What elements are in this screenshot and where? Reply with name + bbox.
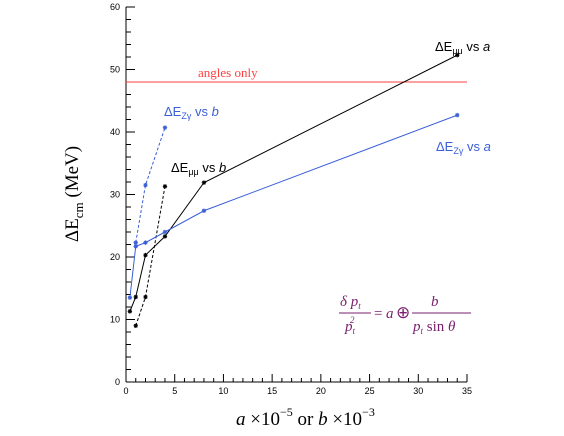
- x-tick-label: 5: [172, 386, 177, 396]
- formula-lhs-numerator: δ pt: [340, 294, 361, 311]
- data-point-emumu-vs-b: [133, 323, 138, 328]
- series-line-emumu-vs-a: [129, 54, 458, 312]
- ticks: 0 5 10 15 20 25 30 35 0 10 20 30 40 50 60: [110, 2, 472, 396]
- x-tick-label: 30: [413, 386, 423, 396]
- formula-rhs-numerator: b: [431, 294, 439, 310]
- y-tick-label: 10: [110, 315, 120, 325]
- x-axis-title: a ×10−5 or b ×10−3: [236, 405, 375, 430]
- data-point-emumu-vs-a: [455, 52, 460, 58]
- reference-line-label: angles only: [198, 65, 258, 80]
- x-tick-label: 15: [267, 386, 277, 396]
- data-point-emumu-vs-a: [201, 180, 207, 185]
- formula-rhs-denominator: pt sin θ: [412, 319, 456, 336]
- series-line-emumu-vs-b: [135, 186, 166, 326]
- x-tick-label: 25: [365, 386, 375, 396]
- y-axis-title: ΔEcm (MeV): [62, 146, 86, 242]
- data-point-emumu-vs-a: [133, 294, 138, 300]
- data-point-ezg-vs-a: [162, 229, 168, 235]
- series-line-ezg-vs-a: [129, 114, 458, 298]
- resolution-formula: δ pt pt2 = a ⊕ b pt sin θ: [339, 294, 471, 336]
- series-label-emumu-vs-a: ΔEμμ vs a: [435, 39, 490, 56]
- data-point-emumu-vs-b: [143, 294, 148, 300]
- data-point-ezg-vs-b: [133, 240, 138, 245]
- formula-a: a: [386, 306, 394, 322]
- series-line-ezg-vs-b: [135, 127, 166, 243]
- y-tick-label: 20: [110, 252, 120, 262]
- data-point-ezg-vs-a: [455, 112, 460, 118]
- data-point-ezg-vs-a: [127, 295, 133, 300]
- data-point-ezg-vs-a: [133, 244, 138, 249]
- data-point-emumu-vs-a: [143, 252, 148, 258]
- data-point-emumu-vs-a: [162, 234, 168, 239]
- x-tick-label: 0: [123, 386, 128, 396]
- series-label-ezg-vs-b: ΔEZγ vs b: [164, 104, 219, 121]
- y-tick-label: 50: [110, 65, 120, 75]
- y-tick-label: 30: [110, 190, 120, 200]
- series-label-emumu-vs-b: ΔEμμ vs b: [171, 160, 226, 177]
- formula-lhs-denominator: pt2: [344, 315, 356, 336]
- data-point-ezg-vs-b: [162, 125, 168, 130]
- formula-equals: =: [374, 306, 382, 322]
- series-label-ezg-vs-a: ΔEZγ vs a: [436, 139, 491, 156]
- y-tick-label: 40: [110, 127, 120, 137]
- data-point-emumu-vs-a: [127, 309, 133, 314]
- y-tick-label: 60: [110, 2, 120, 12]
- data-point-emumu-vs-b: [162, 184, 168, 189]
- formula-oplus: ⊕: [396, 303, 410, 322]
- x-tick-label: 20: [316, 386, 326, 396]
- x-tick-label: 10: [218, 386, 228, 396]
- data-point-ezg-vs-a: [143, 240, 148, 245]
- data-point-ezg-vs-a: [201, 208, 207, 213]
- chart-marks: [126, 52, 467, 328]
- data-point-ezg-vs-b: [143, 182, 148, 188]
- y-tick-label: 0: [115, 377, 120, 387]
- x-tick-label: 35: [462, 386, 472, 396]
